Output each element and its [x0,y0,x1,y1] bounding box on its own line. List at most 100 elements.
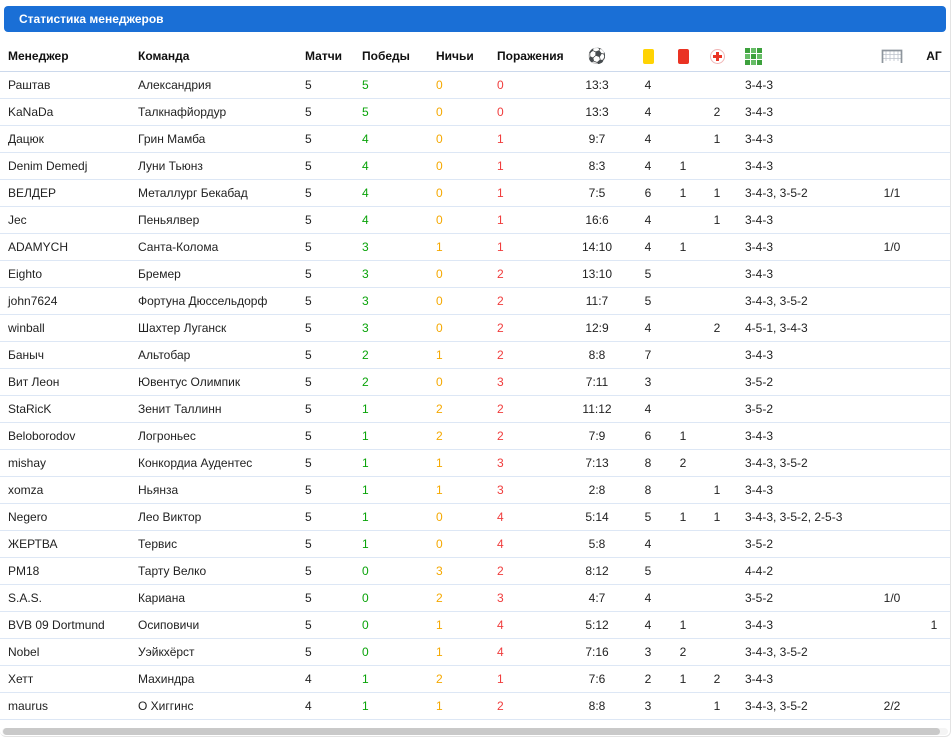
table-header-row: Менеджер Команда Матчи Победы Ничьи Пора… [0,42,950,72]
table-row: Дацюк Грин Мамба 5 4 0 1 9:7 4 1 3-4-3 [0,125,950,153]
injuries-value [700,530,734,558]
column-header-draws: Ничьи [428,42,489,72]
matches-value: 5 [297,98,354,126]
manager-name: winball [0,314,130,342]
horizontal-scrollbar[interactable] [2,728,948,735]
goals-value: 16:6 [564,206,630,234]
draws-value: 2 [428,422,489,450]
penalties-value [867,503,917,531]
team-name: Конкордиа Аудентес [130,449,297,477]
yellow-cards-value: 8 [630,476,666,504]
formations-value: 3-5-2 [734,368,867,396]
injuries-value: 1 [700,206,734,234]
matches-value: 4 [297,692,354,720]
draws-value: 0 [428,125,489,153]
column-header-wins: Победы [354,42,428,72]
manager-name: PM18 [0,557,130,585]
red-cards-value [666,530,700,558]
team-name: Лео Виктор [130,503,297,531]
matches-value: 5 [297,611,354,639]
matches-value: 5 [297,260,354,288]
yellow-cards-value: 3 [630,638,666,666]
penalties-value [867,557,917,585]
manager-name: Eighto [0,260,130,288]
wins-value: 2 [354,368,428,396]
matches-value: 5 [297,233,354,261]
yellow-cards-value: 5 [630,557,666,585]
injuries-value [700,611,734,639]
matches-value: 5 [297,530,354,558]
own-goals-value [917,233,950,261]
formations-value: 3-4-3, 3-5-2 [734,287,867,315]
injuries-value [700,557,734,585]
red-cards-value [666,314,700,342]
team-name: Металлург Бекабад [130,179,297,207]
penalties-value: 1/0 [867,584,917,612]
horizontal-scrollbar-thumb[interactable] [3,728,940,735]
red-cards-value: 1 [666,665,700,693]
goals-value: 12:9 [564,314,630,342]
wins-value: 1 [354,395,428,423]
formations-value: 3-4-3 [734,125,867,153]
goals-value: 5:12 [564,611,630,639]
table-row: Вит Леон Ювентус Олимпик 5 2 0 3 7:11 3 … [0,368,950,396]
yellow-cards-value: 4 [630,233,666,261]
wins-value: 1 [354,503,428,531]
yellow-cards-value: 4 [630,98,666,126]
draws-value: 0 [428,260,489,288]
goals-value: 8:8 [564,692,630,720]
red-cards-value [666,125,700,153]
injuries-value [700,71,734,99]
red-cards-value: 1 [666,152,700,180]
table-row: ВЕЛДЕР Металлург Бекабад 5 4 0 1 7:5 6 1… [0,179,950,207]
team-name: Тарту Велко [130,557,297,585]
injuries-value: 1 [700,503,734,531]
goals-value: 7:5 [564,179,630,207]
wins-value: 2 [354,341,428,369]
yellow-cards-value: 4 [630,125,666,153]
injuries-value: 1 [700,476,734,504]
draws-value: 0 [428,314,489,342]
goals-value: 7:13 [564,449,630,477]
red-cards-value [666,395,700,423]
yellow-cards-value: 6 [630,179,666,207]
formations-value: 4-5-1, 3-4-3 [734,314,867,342]
formations-value: 3-4-3 [734,422,867,450]
wins-value: 3 [354,287,428,315]
losses-value: 1 [489,125,564,153]
manager-name: Denim Demedj [0,152,130,180]
losses-value: 2 [489,341,564,369]
matches-value: 5 [297,71,354,99]
own-goals-value: 1 [917,611,950,639]
matches-value: 5 [297,179,354,207]
injuries-value [700,368,734,396]
own-goals-value [917,71,950,99]
own-goals-value [917,206,950,234]
injuries-value [700,260,734,288]
penalties-value: 1/1 [867,179,917,207]
draws-value: 1 [428,449,489,477]
team-name: Александрия [130,71,297,99]
injuries-value [700,287,734,315]
own-goals-value [917,287,950,315]
red-cards-value [666,260,700,288]
own-goals-value [917,557,950,585]
goals-value: 8:3 [564,152,630,180]
penalties-value [867,152,917,180]
yellow-cards-value: 4 [630,206,666,234]
draws-value: 1 [428,611,489,639]
manager-name: Вит Леон [0,368,130,396]
wins-value: 3 [354,233,428,261]
draws-value: 1 [428,692,489,720]
team-name: Бремер [130,260,297,288]
red-cards-value: 1 [666,179,700,207]
team-name: Осиповичи [130,611,297,639]
formations-value: 3-4-3 [734,206,867,234]
draws-value: 0 [428,530,489,558]
table-row: maurus О Хиггинс 4 1 1 2 8:8 3 1 3-4-3, … [0,692,950,720]
medical-cross-icon [709,48,725,64]
losses-value: 1 [489,206,564,234]
penalties-value [867,125,917,153]
formations-value: 3-4-3 [734,341,867,369]
